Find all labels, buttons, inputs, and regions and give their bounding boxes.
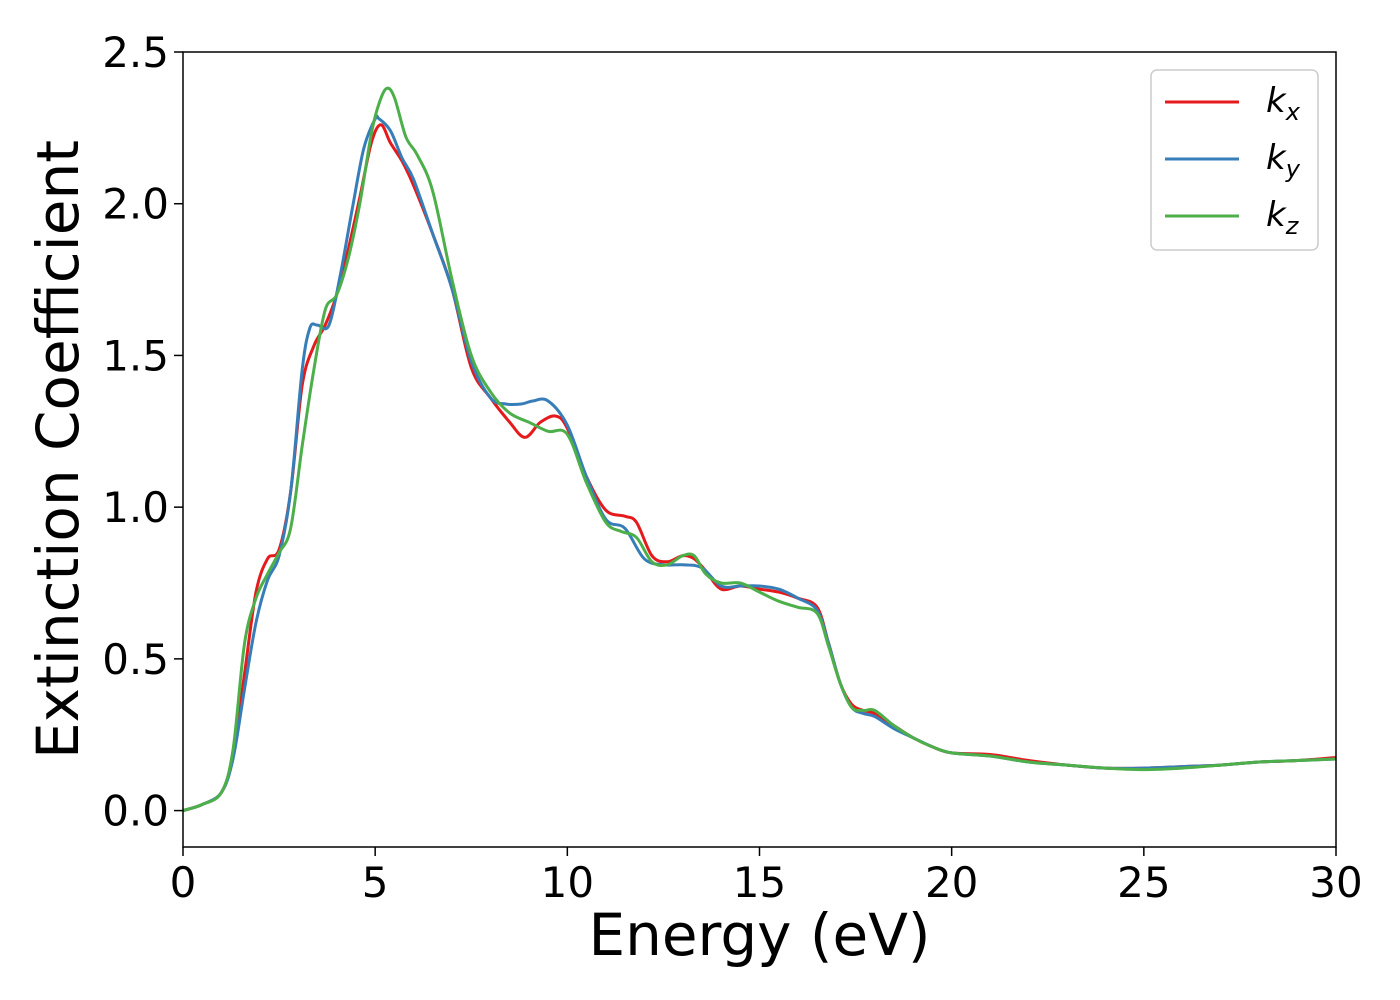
x-tick-label: 10 [541,858,594,907]
x-tick-label: 15 [733,858,786,907]
x-tick-label: 20 [925,858,978,907]
y-tick-label: 0.5 [102,635,169,684]
y-tick-label: 2.0 [102,180,169,229]
legend: kx ky kz [1150,69,1319,251]
x-axis: 0 5 10 15 20 25 30 [170,847,1363,907]
series-layer [183,86,1336,813]
x-tick-label: 5 [362,858,389,907]
x-tick-label: 30 [1309,858,1362,907]
legend-label-z: kz [1266,195,1300,240]
y-tick-label: 1.0 [102,483,169,532]
x-tick-label: 25 [1117,858,1170,907]
y-tick-label: 0.0 [102,787,169,836]
legend-label-x: kx [1266,81,1301,126]
y-axis-title: Extinction Coefficient [24,140,92,759]
y-tick-label: 2.5 [102,28,169,77]
x-tick-label: 0 [170,858,197,907]
legend-label-y: ky [1266,138,1301,183]
x-axis-title: Energy (eV) [588,901,930,969]
y-axis: 0.0 0.5 1.0 1.5 2.0 2.5 [102,28,183,836]
series-line-z [183,86,1336,813]
y-tick-label: 1.5 [102,331,169,380]
